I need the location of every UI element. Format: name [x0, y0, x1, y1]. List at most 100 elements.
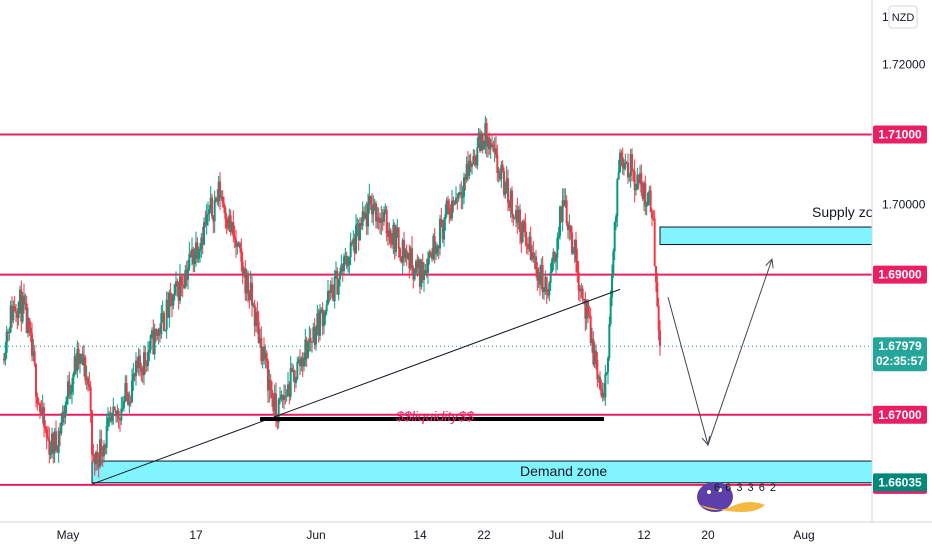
candle-body: [211, 197, 213, 217]
time-tick-label: 20: [701, 528, 715, 542]
candle-body: [375, 203, 377, 222]
candle-body: [212, 216, 215, 222]
candle-body: [452, 200, 455, 206]
candle-body: [640, 173, 643, 193]
badge-digits: 6 6 3 3 6 2: [714, 482, 777, 494]
candle-body: [297, 359, 300, 363]
candle-body: [507, 178, 509, 203]
candle-body: [285, 395, 288, 397]
candle-body: [159, 328, 161, 335]
candle-body: [19, 289, 21, 303]
candle-body: [144, 352, 147, 362]
candle-body: [647, 192, 649, 206]
zone-layer: [91, 226, 873, 484]
candle-body: [259, 338, 261, 343]
candle-body: [88, 384, 91, 387]
candle-body: [93, 455, 96, 465]
candle-body: [496, 155, 499, 174]
currency-badge-box[interactable]: [888, 5, 918, 29]
candle-body: [604, 374, 607, 398]
candle-body: [459, 192, 461, 194]
candle-body: [416, 261, 419, 269]
candle-body: [132, 373, 135, 381]
candle-body: [329, 284, 332, 293]
candle-body: [516, 210, 519, 223]
candle-body: [63, 411, 65, 418]
candle-body: [465, 163, 468, 180]
candle-body: [384, 209, 387, 213]
candle-body: [525, 237, 528, 246]
candle-body: [317, 313, 320, 336]
candle-body: [505, 178, 508, 192]
candle-body: [357, 223, 360, 241]
candle-body: [245, 273, 248, 294]
candle-body: [283, 395, 285, 400]
candle-body: [125, 382, 128, 394]
candle-body: [72, 373, 75, 385]
time-tick-label: 22: [477, 528, 491, 542]
supply-zone-box: [659, 226, 873, 246]
candle-body: [641, 192, 644, 199]
price-axis-background[interactable]: [872, 0, 932, 522]
candle-body: [200, 237, 203, 250]
candle-body: [439, 218, 441, 249]
candle-body: [355, 225, 357, 254]
candle-body: [364, 213, 367, 219]
candle-body: [549, 272, 552, 283]
candle-body: [296, 362, 299, 379]
candle-body: [605, 372, 608, 375]
candle-body: [399, 248, 401, 258]
candle-body: [348, 257, 351, 265]
demand-zone-label: Demand zone: [520, 463, 607, 479]
time-tick-label: 12: [637, 528, 651, 542]
candle-body: [445, 200, 448, 215]
candle-body: [256, 311, 259, 322]
candle-body: [563, 200, 565, 206]
candle-body: [645, 205, 648, 207]
candle-body: [13, 306, 16, 312]
candle-body: [167, 299, 169, 318]
price-tick-label: 1.72000: [882, 57, 926, 71]
candle-body: [473, 156, 476, 162]
candle-body: [221, 196, 224, 204]
candle-body: [119, 418, 121, 421]
candle-body: [412, 267, 415, 280]
candle-body: [536, 269, 539, 281]
candle-body: [43, 407, 45, 427]
candle-body: [307, 342, 309, 358]
candle-body: [588, 315, 591, 317]
candle-body: [628, 175, 631, 178]
projection-path: [667, 259, 773, 447]
candle-body: [388, 230, 391, 238]
time-tick-label: Jun: [306, 528, 325, 542]
candle-body: [23, 295, 25, 305]
candle-body: [520, 231, 523, 243]
candle-body: [179, 276, 181, 301]
candle-body: [137, 355, 140, 369]
candle-body: [345, 255, 348, 267]
candle-body: [572, 251, 575, 254]
candle-body: [199, 249, 201, 252]
candle-body: [353, 238, 356, 254]
level-price-tag: 1.71000: [878, 128, 922, 142]
candle-body: [629, 154, 632, 176]
time-tick-label: Jul: [548, 528, 563, 542]
current-price-tag: 1.67979: [878, 339, 922, 353]
candle-body: [593, 350, 596, 365]
time-axis-ticks: May 17 Jun 14 22 Jul 12 20 Aug: [57, 528, 815, 542]
candle-body: [396, 227, 399, 233]
candle-body: [124, 382, 127, 402]
candle-body: [435, 253, 437, 255]
candle-body: [45, 429, 48, 438]
badge-dot-icon: [718, 488, 722, 492]
candle-body: [311, 341, 313, 343]
candle-body: [405, 250, 408, 259]
candle-body: [180, 276, 183, 285]
candle-body: [500, 164, 503, 180]
candle-body: [123, 401, 125, 408]
candle-body: [77, 349, 80, 364]
candle-body: [429, 252, 432, 254]
candle-body: [312, 327, 315, 342]
